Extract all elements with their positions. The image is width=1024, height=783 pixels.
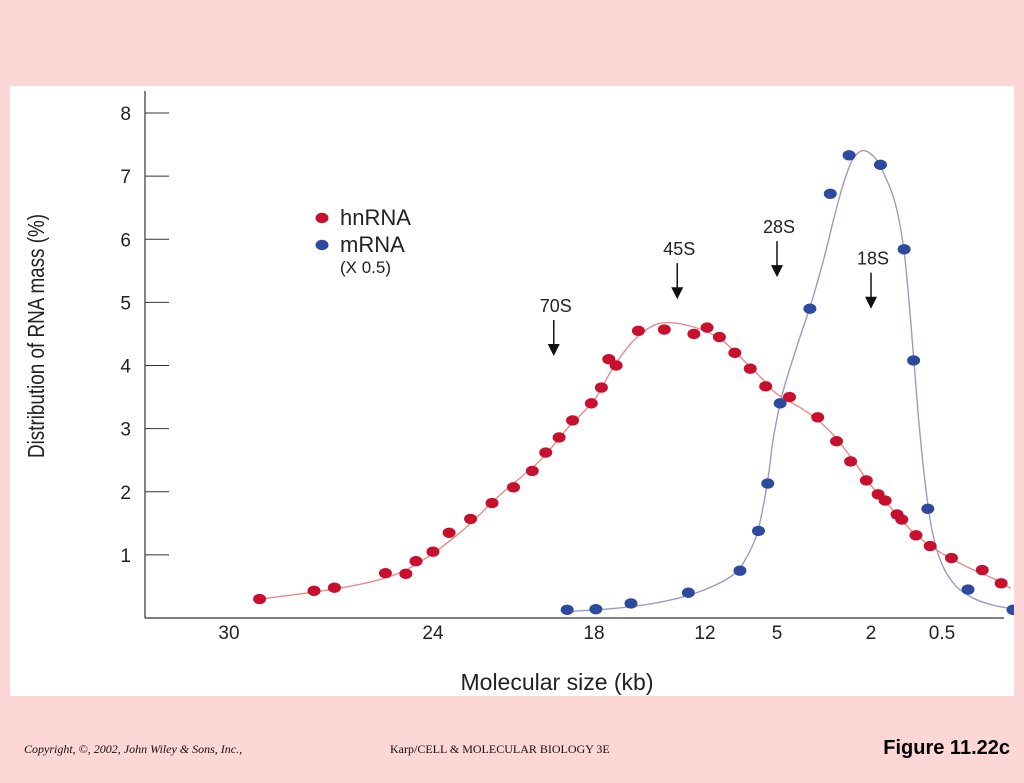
point-hnrna bbox=[687, 328, 701, 340]
point-hnrna bbox=[728, 347, 742, 359]
legend-marker-mrna bbox=[315, 239, 329, 251]
point-hnrna bbox=[409, 555, 423, 567]
point-hnrna bbox=[539, 447, 553, 458]
figure-panel: 1 2 3 4 5 6 7 8 30 24 18 12 5 2 0.5 70S 45S 28S 18S hnRNA… bbox=[10, 86, 1014, 696]
point-hnrna bbox=[700, 322, 714, 333]
x-tick-label: 0.5 bbox=[929, 623, 955, 644]
point-mrna bbox=[589, 603, 603, 615]
annotations: 70S 45S 28S 18S bbox=[540, 217, 889, 357]
x-tick-label: 12 bbox=[694, 623, 715, 644]
point-hnrna bbox=[859, 475, 873, 486]
point-mrna bbox=[773, 398, 787, 409]
annotation-45s: 45S bbox=[663, 239, 695, 259]
point-mrna bbox=[907, 355, 921, 366]
arrow-head bbox=[547, 344, 560, 357]
point-hnrna bbox=[895, 514, 909, 525]
point-hnrna bbox=[609, 360, 623, 371]
point-mrna bbox=[897, 244, 911, 255]
curve-hnrna bbox=[259, 321, 1011, 600]
copyright-text: Copyright, ©, 2002, John Wiley & Sons, I… bbox=[24, 742, 243, 756]
arrow-head bbox=[771, 265, 783, 278]
y-tick-label: 4 bbox=[120, 357, 131, 378]
point-mrna bbox=[1006, 604, 1014, 615]
y-axis-title: Distribution of RNA mass (%) bbox=[24, 214, 49, 458]
point-hnrna bbox=[307, 585, 321, 597]
point-hnrna bbox=[759, 381, 773, 392]
y-tick-label: 3 bbox=[120, 420, 131, 441]
legend-marker-hnrna bbox=[315, 212, 329, 224]
annotation-18s: 18S bbox=[857, 249, 889, 269]
point-mrna bbox=[733, 565, 747, 576]
y-tick-label: 6 bbox=[120, 230, 131, 251]
point-mrna bbox=[823, 188, 837, 199]
point-hnrna bbox=[525, 465, 539, 477]
point-hnrna bbox=[378, 567, 392, 579]
annotation-28s: 28S bbox=[763, 217, 795, 237]
y-tick-label: 2 bbox=[120, 483, 131, 504]
point-hnrna bbox=[631, 325, 645, 336]
x-tick-label: 5 bbox=[772, 623, 783, 644]
x-tick-label: 18 bbox=[583, 623, 604, 644]
point-mrna bbox=[560, 604, 574, 615]
data-points bbox=[253, 150, 1014, 615]
point-mrna bbox=[873, 159, 887, 170]
point-hnrna bbox=[830, 436, 844, 447]
point-hnrna bbox=[327, 582, 341, 593]
y-tick-label: 8 bbox=[120, 104, 131, 125]
point-hnrna bbox=[426, 546, 440, 557]
point-mrna bbox=[681, 587, 695, 598]
legend-label-hnrna: hnRNA bbox=[340, 205, 411, 230]
point-hnrna bbox=[442, 527, 456, 538]
x-axis-title: Molecular size (kb) bbox=[461, 669, 654, 695]
point-hnrna bbox=[399, 568, 413, 580]
point-hnrna bbox=[783, 391, 797, 403]
y-tick-label: 5 bbox=[120, 293, 131, 314]
point-hnrna bbox=[811, 412, 825, 423]
annotation-70s: 70S bbox=[540, 296, 572, 316]
point-mrna bbox=[761, 478, 775, 489]
arrow-head bbox=[671, 287, 684, 300]
point-hnrna bbox=[657, 324, 671, 335]
point-mrna bbox=[842, 150, 856, 161]
figure-number: Figure 11.22c bbox=[883, 737, 1010, 759]
point-hnrna bbox=[878, 495, 892, 506]
point-hnrna bbox=[552, 432, 566, 443]
point-hnrna bbox=[975, 564, 989, 576]
point-mrna bbox=[624, 598, 638, 609]
point-hnrna bbox=[594, 382, 608, 393]
point-mrna bbox=[751, 525, 765, 537]
point-mrna bbox=[921, 503, 935, 514]
point-mrna bbox=[803, 303, 817, 314]
point-hnrna bbox=[944, 552, 958, 564]
legend-note: (X 0.5) bbox=[340, 258, 391, 277]
axes bbox=[144, 91, 1004, 619]
point-hnrna bbox=[994, 578, 1008, 589]
point-hnrna bbox=[909, 530, 923, 541]
point-hnrna bbox=[844, 456, 858, 467]
y-tick-label: 1 bbox=[120, 546, 131, 567]
point-hnrna bbox=[743, 363, 757, 374]
point-hnrna bbox=[507, 482, 520, 493]
y-tick-label: 7 bbox=[120, 167, 131, 188]
point-hnrna bbox=[253, 593, 267, 605]
x-tick-label: 24 bbox=[422, 623, 444, 644]
point-mrna bbox=[961, 584, 975, 595]
point-hnrna bbox=[584, 398, 598, 409]
point-hnrna bbox=[464, 513, 478, 525]
point-hnrna bbox=[712, 331, 726, 343]
book-title: Karp/CELL & MOLECULAR BIOLOGY 3E bbox=[390, 742, 610, 756]
x-tick-label: 30 bbox=[218, 623, 239, 644]
x-tick-label: 2 bbox=[866, 623, 877, 644]
arrow-head bbox=[865, 296, 877, 309]
legend-label-mrna: mRNA bbox=[340, 232, 405, 257]
point-hnrna bbox=[923, 540, 937, 552]
point-hnrna bbox=[485, 497, 499, 509]
point-hnrna bbox=[566, 415, 580, 426]
